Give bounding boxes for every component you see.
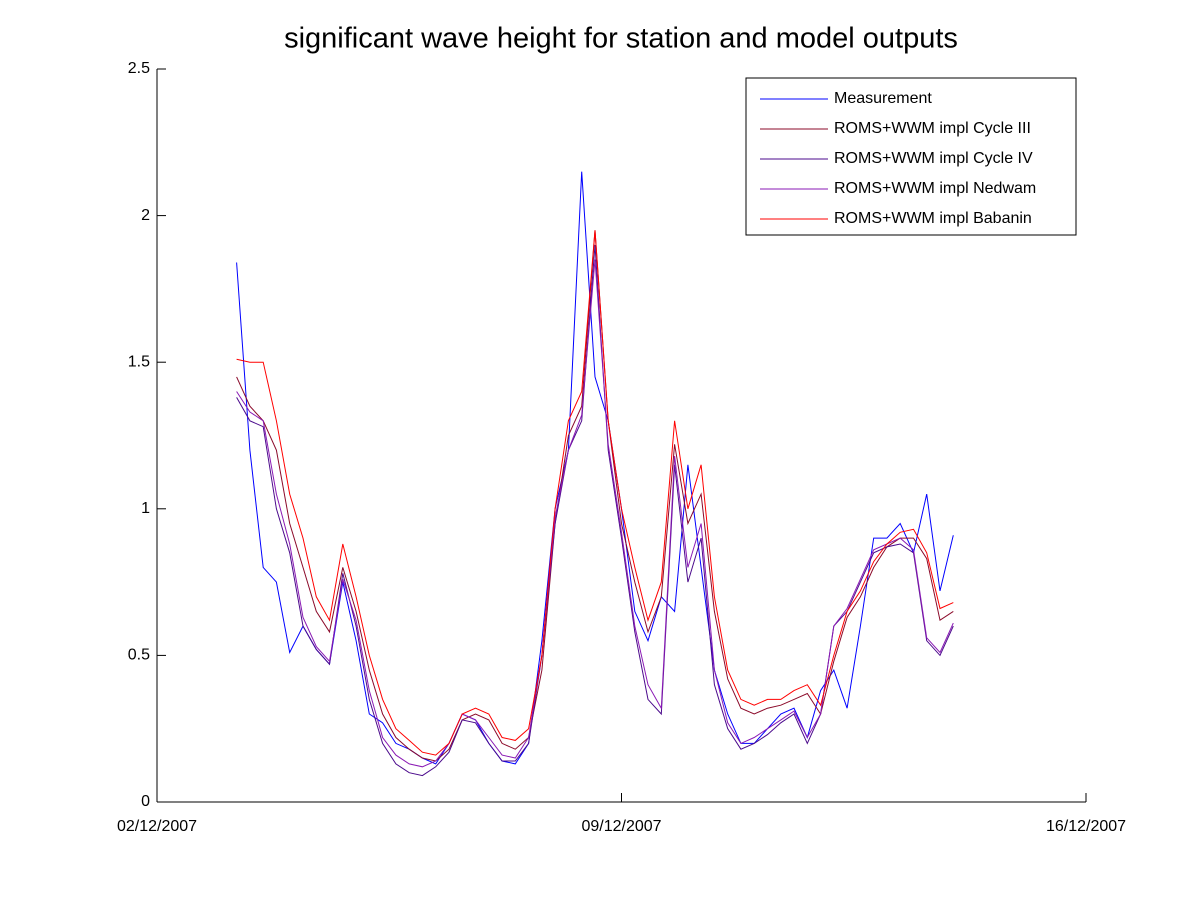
chart-title: significant wave height for station and … [284,23,958,55]
data-line [236,230,954,762]
legend-label: ROMS+WWM impl Nedwam [834,180,1036,197]
y-tick-label: 0.5 [128,647,150,664]
legend-label: ROMS+WWM impl Babanin [834,210,1032,227]
legend-box [745,77,1077,236]
data-line [236,259,954,768]
legend-label: ROMS+WWM impl Cycle III [834,120,1031,137]
y-tick-label: 2.5 [128,60,150,77]
x-tick-label: 16/12/2007 [1046,818,1126,835]
y-tick-label: 1.5 [128,353,150,370]
legend-label: ROMS+WWM impl Cycle IV [834,150,1033,167]
x-tick-label: 09/12/2007 [581,818,661,835]
data-line [236,171,954,765]
y-tick-label: 0 [141,793,150,810]
y-tick-label: 1 [141,500,150,517]
x-tick-label: 02/12/2007 [117,818,197,835]
y-tick-label: 2 [141,207,150,224]
data-line [236,230,954,756]
legend-label: Measurement [834,90,932,107]
data-line [236,244,954,777]
